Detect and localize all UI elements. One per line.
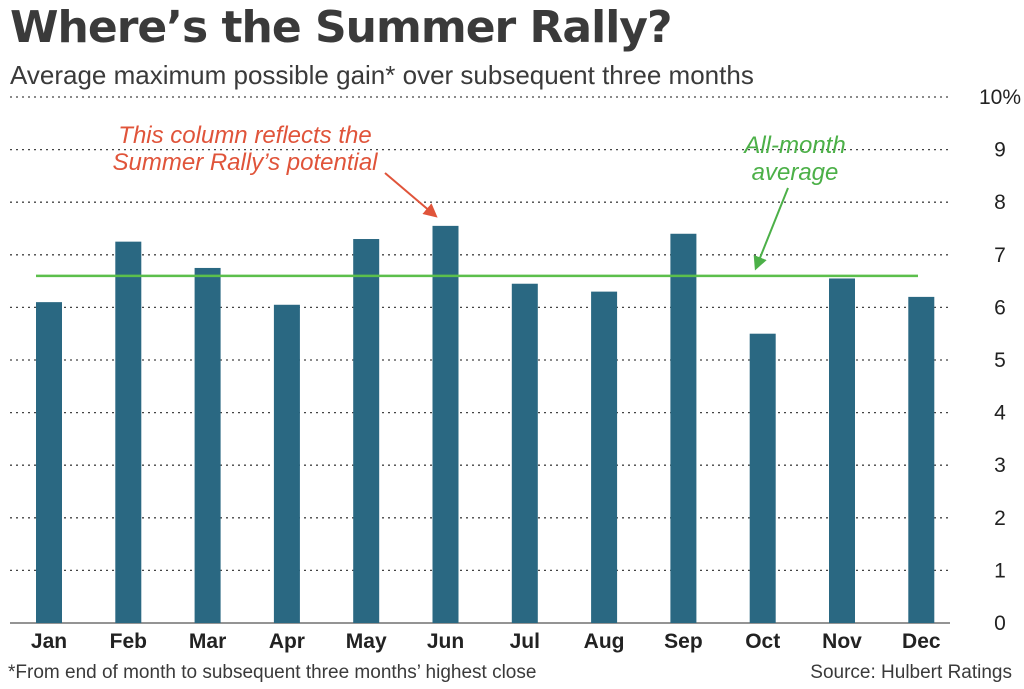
x-tick-label: Jan: [31, 630, 67, 653]
chart-title: Where’s the Summer Rally?: [10, 2, 672, 53]
bar-aug: [591, 291, 618, 623]
x-axis-labels: Jan Feb Mar Apr May Jun Jul Aug Sep Oct Nov Dec: [31, 630, 941, 653]
y-tick-label: 6: [994, 296, 1006, 319]
y-tick-label: 7: [994, 244, 1006, 267]
y-axis-ticks: 0 1 2 3 4 5 6 7 8 9 10%: [979, 86, 1021, 635]
bar-jul: [511, 283, 538, 623]
bar-apr: [273, 304, 300, 623]
y-tick-label: 1: [994, 559, 1006, 582]
average-arrow: [753, 187, 789, 271]
bar-oct: [749, 333, 776, 623]
bar-mar: [194, 267, 221, 623]
bar-nov: [829, 278, 855, 623]
y-tick-label: 10%: [979, 86, 1021, 109]
source-credit: Source: Hulbert Ratings: [810, 662, 1012, 683]
bar-jun: [432, 225, 459, 623]
bar-jan: [36, 302, 62, 623]
x-tick-label: May: [346, 630, 387, 653]
y-tick-label: 2: [994, 507, 1006, 530]
bars: [36, 225, 935, 623]
chart-subtitle: Average maximum possible gain* over subs…: [10, 60, 754, 90]
bar-may: [353, 239, 380, 623]
average-annotation-line: All-month: [742, 132, 845, 159]
x-tick-label: Jul: [510, 630, 540, 653]
y-tick-label: 9: [994, 139, 1006, 162]
y-tick-label: 8: [994, 191, 1006, 214]
summer-rally-annotation-line: Summer Rally’s potential: [113, 149, 379, 176]
summer-rally-arrow: [384, 172, 438, 218]
y-tick-label: 5: [994, 349, 1006, 372]
y-tick-label: 3: [994, 454, 1006, 477]
x-tick-label: Feb: [110, 630, 147, 653]
x-tick-label: Sep: [664, 630, 703, 653]
x-tick-label: Mar: [189, 630, 226, 653]
footnote: *From end of month to subsequent three m…: [8, 662, 537, 683]
gridlines: [10, 96, 950, 624]
summer-rally-annotation-line: This column reflects the: [118, 122, 371, 149]
bar-sep: [670, 233, 697, 623]
y-tick-label: 4: [994, 402, 1006, 425]
bar-feb: [115, 241, 142, 623]
x-tick-label: Dec: [902, 630, 941, 653]
x-tick-label: Aug: [584, 630, 625, 653]
x-tick-label: Nov: [822, 630, 862, 653]
y-tick-label: 0: [994, 612, 1006, 635]
x-tick-label: Jun: [427, 630, 464, 653]
x-tick-label: Apr: [269, 630, 305, 653]
average-annotation-line: average: [752, 159, 839, 186]
x-tick-label: Oct: [745, 630, 780, 653]
bar-dec: [908, 296, 935, 623]
